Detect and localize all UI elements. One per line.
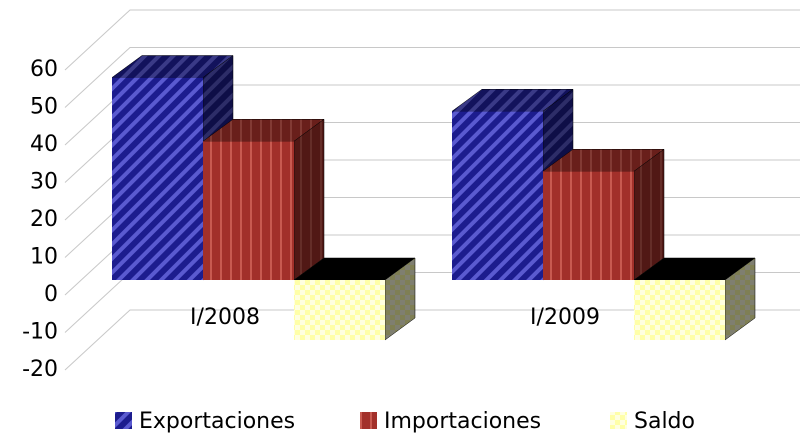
- legend-swatch: [360, 412, 377, 429]
- bar-top-shade: [452, 89, 573, 112]
- bar-side-shade: [725, 258, 755, 340]
- x-tick-label: I/2009: [530, 305, 600, 330]
- bar-top-shade: [112, 55, 233, 78]
- bar-side-shade: [634, 149, 664, 280]
- y-tick-label: 30: [30, 170, 58, 195]
- bar-top-shade: [543, 149, 664, 172]
- bar-top-shade: [294, 258, 415, 280]
- legend-swatch: [115, 412, 132, 429]
- y-tick-label: -20: [22, 357, 58, 382]
- bar: [112, 77, 203, 280]
- bar: [203, 141, 294, 280]
- y-tick-label: -10: [22, 320, 58, 345]
- y-tick-label: 40: [30, 132, 58, 157]
- legend-label: Exportaciones: [139, 409, 295, 434]
- bar: [294, 280, 385, 340]
- bar-top-shade: [203, 119, 324, 142]
- bar-top-shade: [634, 258, 755, 280]
- legend-label: Saldo: [634, 409, 695, 434]
- x-tick-label: I/2008: [190, 305, 260, 330]
- grid-line: [64, 47, 800, 108]
- y-tick-label: 20: [30, 207, 58, 232]
- bar-side-shade: [385, 258, 415, 340]
- grid-line: [64, 9, 800, 71]
- y-tick-label: 50: [30, 95, 58, 120]
- y-tick-label: 60: [30, 57, 58, 82]
- grid-line: [64, 309, 800, 371]
- bar: [634, 280, 725, 340]
- y-tick-label: 10: [30, 245, 58, 270]
- legend-label: Importaciones: [384, 409, 541, 434]
- bar: [452, 111, 543, 280]
- y-tick-label: 0: [44, 282, 58, 307]
- bar-side-shade: [294, 119, 324, 280]
- legend-swatch: [610, 412, 627, 429]
- bar: [543, 171, 634, 280]
